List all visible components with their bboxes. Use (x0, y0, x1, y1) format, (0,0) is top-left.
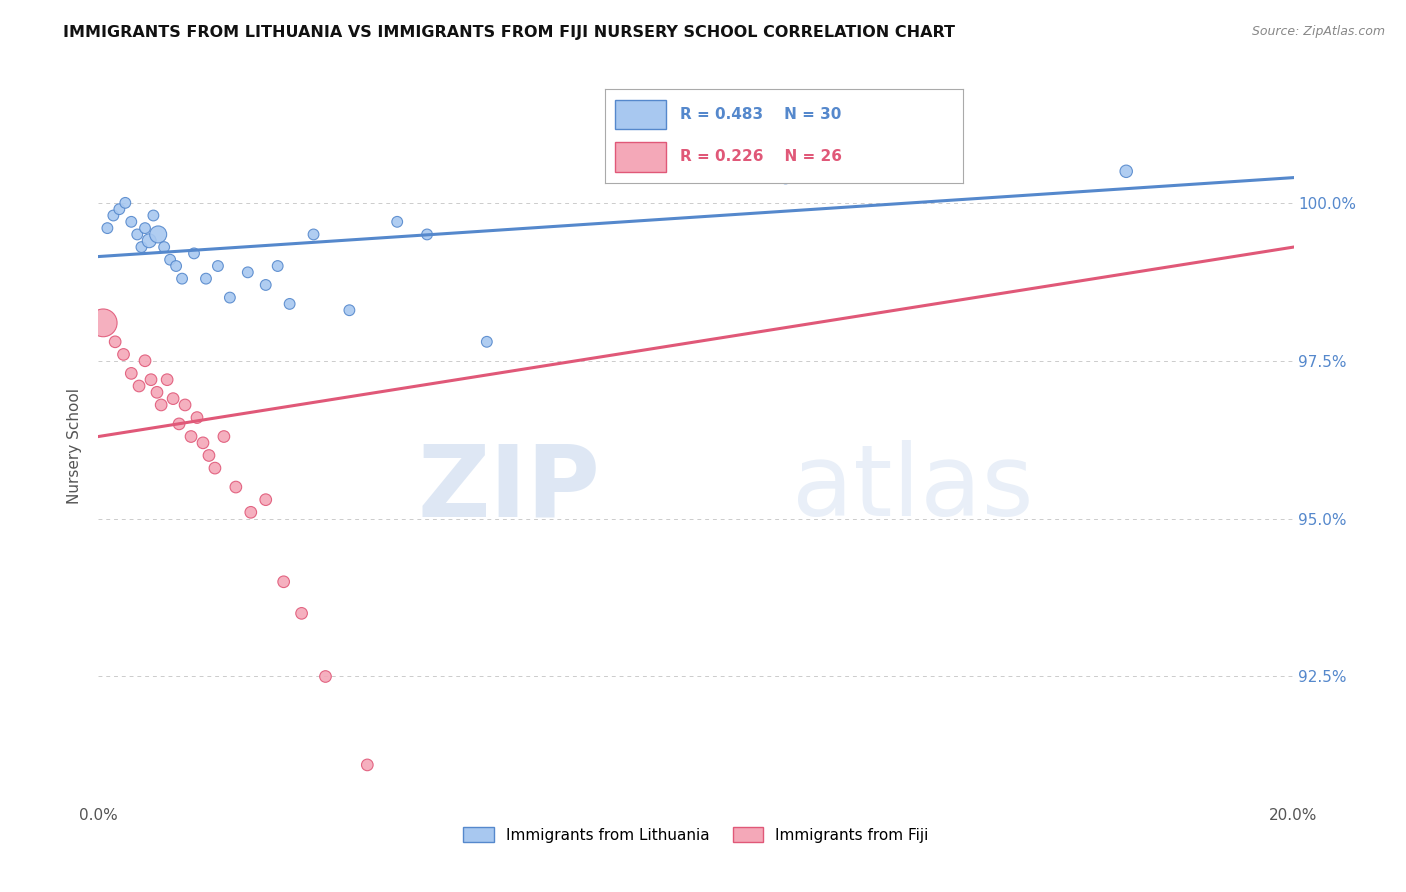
Point (191, 435, 214, 450)
Point (127, 227, 149, 242)
Point (775, 170, 797, 185)
Point (153, 240, 176, 254)
Point (162, 392, 184, 406)
Point (186, 410, 208, 425)
Point (204, 461, 226, 475)
Point (134, 221, 156, 235)
Y-axis label: Nursery School: Nursery School (67, 388, 83, 504)
Text: atlas: atlas (792, 441, 1033, 537)
Point (91, 316, 114, 330)
Point (112, 347, 135, 361)
Point (142, 209, 165, 223)
Point (174, 398, 197, 412)
Point (148, 227, 170, 242)
Point (183, 246, 205, 260)
Point (254, 277, 277, 292)
Point (291, 607, 314, 621)
Text: Source: ZipAtlas.com: Source: ZipAtlas.com (1251, 25, 1385, 38)
Point (219, 291, 242, 305)
Text: IMMIGRANTS FROM LITHUANIA VS IMMIGRANTS FROM FIJI NURSERY SCHOOL CORRELATION CHA: IMMIGRANTS FROM LITHUANIA VS IMMIGRANTS … (63, 25, 955, 40)
Point (165, 259, 187, 273)
Point (159, 252, 181, 267)
Point (96, 221, 118, 235)
Point (207, 259, 229, 273)
Legend: Immigrants from Lithuania, Immigrants from Fiji: Immigrants from Lithuania, Immigrants fr… (457, 821, 935, 848)
Point (273, 574, 295, 589)
Point (150, 398, 173, 412)
Point (195, 271, 218, 285)
Point (103, 209, 125, 223)
Point (198, 449, 221, 463)
Point (339, 303, 361, 318)
Point (128, 379, 150, 393)
FancyBboxPatch shape (616, 142, 665, 171)
Point (114, 195, 136, 210)
Point (278, 297, 301, 311)
Point (139, 373, 162, 387)
Point (167, 417, 190, 431)
Point (236, 265, 259, 279)
Point (416, 227, 439, 242)
Point (180, 429, 202, 443)
Text: R = 0.483    N = 30: R = 0.483 N = 30 (681, 107, 841, 122)
FancyBboxPatch shape (616, 100, 665, 129)
Point (1115, 164, 1137, 178)
Point (156, 373, 179, 387)
Point (475, 334, 498, 349)
Text: R = 0.226    N = 26: R = 0.226 N = 26 (681, 149, 842, 164)
Point (302, 227, 325, 242)
Point (146, 385, 169, 400)
Point (131, 240, 153, 254)
Point (138, 234, 160, 248)
Point (356, 758, 378, 772)
Point (104, 334, 127, 349)
Point (385, 215, 409, 229)
Point (225, 480, 247, 494)
Point (315, 669, 337, 683)
Point (212, 429, 235, 443)
Point (120, 215, 142, 229)
Point (267, 259, 290, 273)
Point (254, 492, 277, 507)
Point (120, 367, 142, 381)
Point (239, 505, 262, 519)
Point (108, 202, 131, 217)
Point (134, 353, 156, 368)
Text: ZIP: ZIP (418, 441, 600, 537)
Point (172, 271, 194, 285)
